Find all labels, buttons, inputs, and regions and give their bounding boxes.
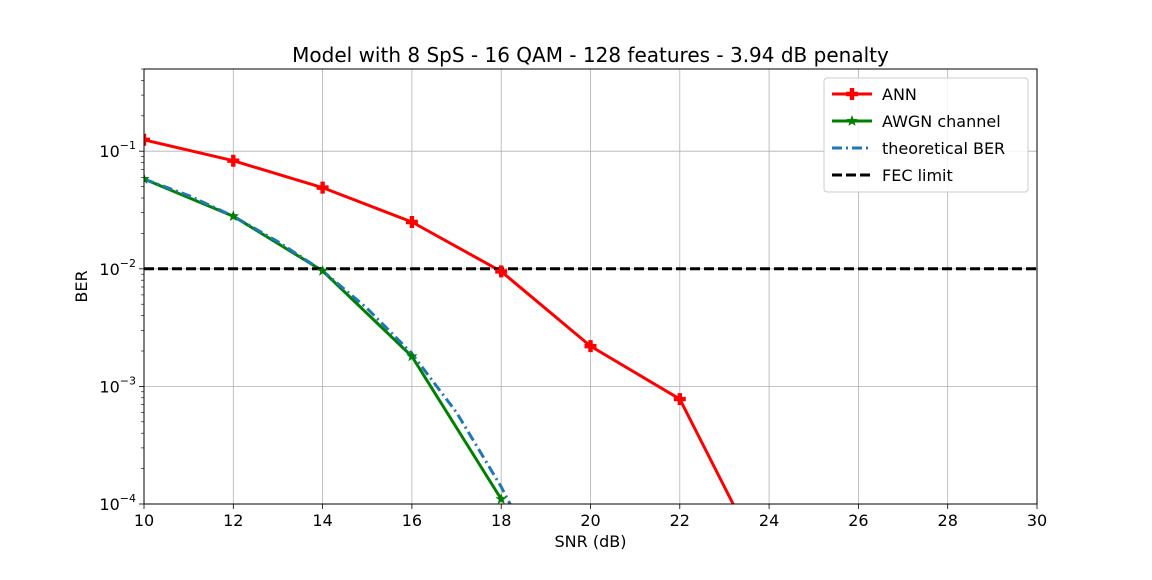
y-tick-base: 10 [99,377,119,396]
series-line-2 [144,177,512,504]
y-axis-label: BER [72,270,91,302]
x-tick-label: 26 [848,511,868,530]
x-tick-label: 10 [134,511,154,530]
y-tick-label: 10−3 [99,374,136,396]
y-tick-label: 10−1 [99,139,136,161]
x-tick-labels: 10 12 14 16 18 20 22 24 26 28 30 [134,511,1047,530]
chart-title: Model with 8 SpS - 16 QAM - 128 features… [292,43,889,67]
data-point-1 [406,350,418,362]
plot-frame [143,68,1038,505]
x-tick-label: 14 [312,511,332,530]
x-tick-label: 22 [670,511,690,530]
legend-label: AWGN channel [882,112,1001,131]
y-tick-exponent: −2 [120,257,136,270]
data-point-0 [673,393,686,406]
y-tick-base: 10 [99,142,119,161]
legend-marker-1 [846,115,858,126]
y-tick-label: 10−4 [99,492,136,514]
y-tick-exponent: −1 [120,139,136,152]
data-point-1 [227,210,240,222]
legend-frame [823,77,1029,193]
data-point-0 [584,340,597,353]
legend-label: theoretical BER [882,139,1005,158]
y-tick-labels: 10−410−310−210−1 [99,139,136,514]
legend: ANN AWGN channel theoretical BER FEC limit [823,77,1029,193]
series-markers [144,133,686,504]
data-point-1 [144,173,150,184]
y-tick-exponent: −4 [120,492,136,505]
y-tick-label: 10−2 [99,257,136,279]
data-point-0 [227,154,240,167]
legend-label: FEC limit [882,166,953,185]
x-tick-label: 12 [223,511,243,530]
data-point-1 [316,264,329,276]
x-axis-label: SNR (dB) [555,532,627,551]
y-tick-base: 10 [99,260,119,279]
legend-marker-0 [846,88,858,100]
x-tick-label: 16 [402,511,422,530]
y-tick-base: 10 [99,495,119,514]
x-tick-label: 20 [580,511,600,530]
data-point-1 [495,493,507,504]
data-point-0 [405,216,418,229]
data-point-0 [495,265,508,278]
axis-ticks [139,150,1038,509]
data-point-0 [144,133,150,146]
series-line-0 [144,138,735,504]
y-tick-exponent: −3 [120,374,136,387]
data-point-0 [316,181,329,194]
legend-label: ANN [882,85,917,104]
x-tick-label: 28 [938,511,958,530]
x-tick-label: 18 [491,511,511,530]
x-tick-label: 30 [1027,511,1047,530]
x-tick-label: 24 [759,511,779,530]
